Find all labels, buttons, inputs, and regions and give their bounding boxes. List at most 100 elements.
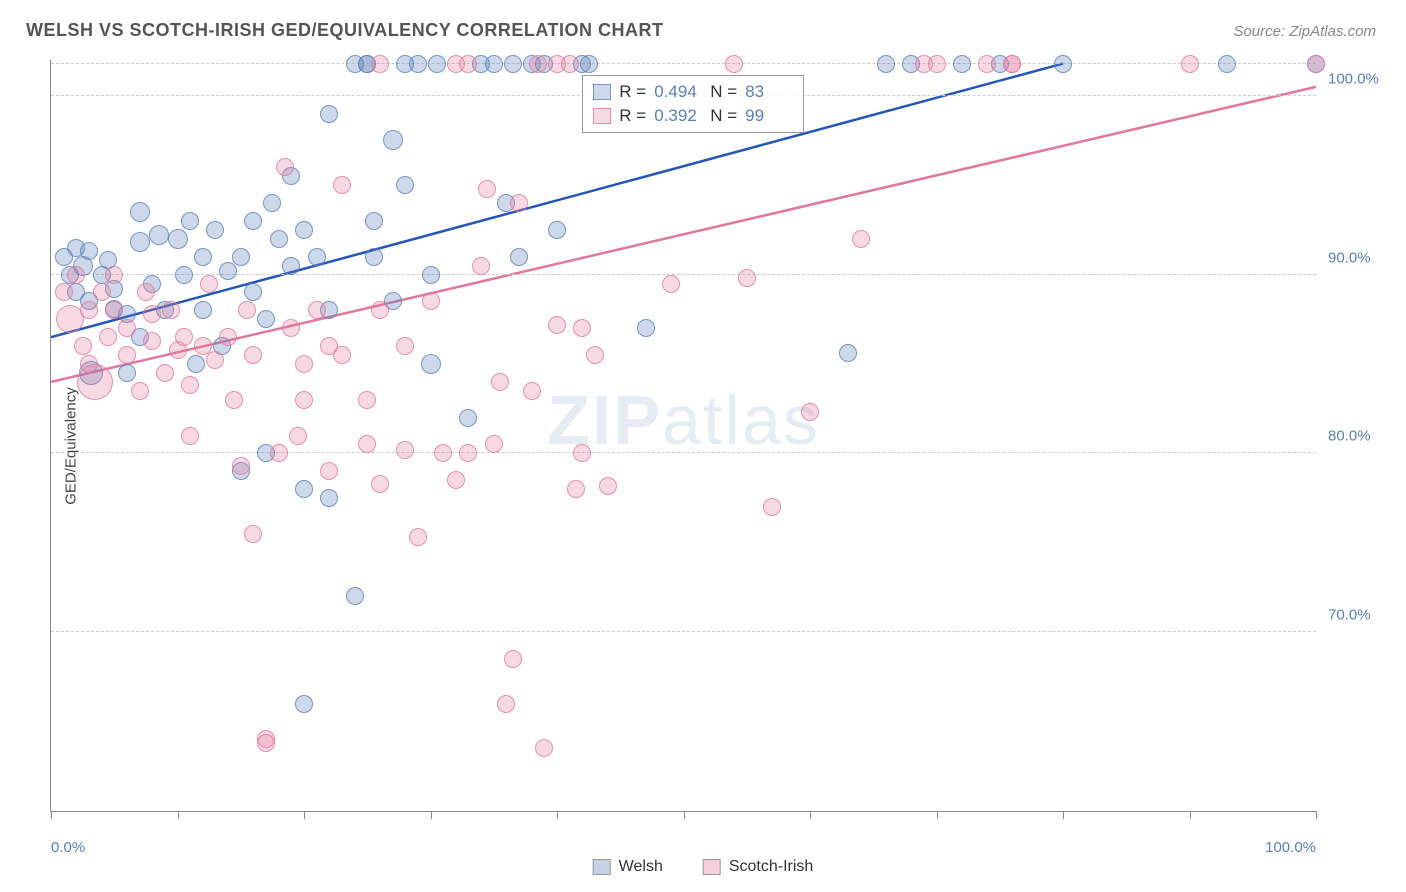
x-tick xyxy=(810,811,811,819)
data-point xyxy=(244,212,262,230)
y-tick-label: 90.0% xyxy=(1328,249,1388,266)
x-tick xyxy=(431,811,432,819)
stats-row: R =0.392N =99 xyxy=(593,104,793,128)
data-point xyxy=(181,376,199,394)
data-point xyxy=(535,739,553,757)
data-point xyxy=(149,225,169,245)
data-point xyxy=(289,427,307,445)
x-tick xyxy=(1316,811,1317,819)
x-tick xyxy=(1190,811,1191,819)
data-point xyxy=(371,301,389,319)
data-point xyxy=(118,319,136,337)
data-point xyxy=(67,266,85,284)
data-point xyxy=(80,301,98,319)
data-point xyxy=(295,355,313,373)
data-point xyxy=(137,283,155,301)
data-point xyxy=(383,130,403,150)
data-point xyxy=(295,695,313,713)
data-point xyxy=(200,275,218,293)
data-point xyxy=(504,55,522,73)
x-tick xyxy=(51,811,52,819)
data-point xyxy=(637,319,655,337)
data-point xyxy=(459,444,477,462)
data-point xyxy=(93,283,111,301)
data-point xyxy=(295,221,313,239)
data-point xyxy=(523,382,541,400)
legend-label: Welsh xyxy=(619,858,663,876)
data-point xyxy=(194,248,212,266)
data-point xyxy=(143,332,161,350)
n-value: 99 xyxy=(745,106,793,126)
data-point xyxy=(270,230,288,248)
data-point xyxy=(573,444,591,462)
x-tick xyxy=(304,811,305,819)
stats-row: R =0.494N =83 xyxy=(593,80,793,104)
x-tick-label: 100.0% xyxy=(1265,839,1316,856)
plot-area: ZIPatlas 70.0%80.0%90.0%100.0%0.0%100.0%… xyxy=(50,60,1316,812)
data-point xyxy=(877,55,895,73)
data-point xyxy=(162,301,180,319)
data-point xyxy=(244,283,262,301)
data-point xyxy=(118,346,136,364)
data-point xyxy=(580,55,598,73)
n-label: N = xyxy=(710,82,737,102)
data-point xyxy=(232,248,250,266)
legend-item: Welsh xyxy=(593,858,663,876)
r-value: 0.494 xyxy=(654,82,702,102)
data-point xyxy=(447,471,465,489)
data-point xyxy=(567,480,585,498)
data-point xyxy=(219,262,237,280)
data-point xyxy=(156,364,174,382)
x-tick xyxy=(1063,811,1064,819)
data-point xyxy=(143,305,161,323)
data-point xyxy=(422,266,440,284)
chart-title: WELSH VS SCOTCH-IRISH GED/EQUIVALENCY CO… xyxy=(26,20,664,41)
data-point xyxy=(358,391,376,409)
data-point xyxy=(74,337,92,355)
stats-legend: R =0.494N =83R =0.392N =99 xyxy=(582,75,804,133)
data-point xyxy=(346,587,364,605)
data-point xyxy=(308,301,326,319)
y-tick-label: 80.0% xyxy=(1328,428,1388,445)
data-point xyxy=(472,257,490,275)
data-point xyxy=(187,355,205,373)
data-point xyxy=(510,248,528,266)
legend-item: Scotch-Irish xyxy=(703,858,813,876)
data-point xyxy=(270,444,288,462)
data-point xyxy=(1054,55,1072,73)
data-point xyxy=(168,229,188,249)
data-point xyxy=(244,346,262,364)
r-label: R = xyxy=(619,82,646,102)
data-point xyxy=(1003,55,1021,73)
data-point xyxy=(852,230,870,248)
data-point xyxy=(295,480,313,498)
chart-header: WELSH VS SCOTCH-IRISH GED/EQUIVALENCY CO… xyxy=(26,20,1376,41)
data-point xyxy=(928,55,946,73)
data-point xyxy=(548,221,566,239)
data-point xyxy=(358,435,376,453)
data-point xyxy=(434,444,452,462)
data-point xyxy=(257,310,275,328)
bottom-legend: Welsh Scotch-Irish xyxy=(593,858,814,876)
legend-swatch xyxy=(593,108,611,124)
data-point xyxy=(257,734,275,752)
data-point xyxy=(491,373,509,391)
data-point xyxy=(478,180,496,198)
data-point xyxy=(529,55,547,73)
trend-line xyxy=(51,64,1063,338)
watermark-atlas: atlas xyxy=(662,381,820,459)
data-point xyxy=(1307,55,1325,73)
data-point xyxy=(662,275,680,293)
data-point xyxy=(371,55,389,73)
data-point xyxy=(295,391,313,409)
data-point xyxy=(320,462,338,480)
data-point xyxy=(801,403,819,421)
data-point xyxy=(130,232,150,252)
data-point xyxy=(333,346,351,364)
data-point xyxy=(422,292,440,310)
data-point xyxy=(485,55,503,73)
data-point xyxy=(99,328,117,346)
data-point xyxy=(333,176,351,194)
r-label: R = xyxy=(619,106,646,126)
gridline xyxy=(51,63,1316,64)
